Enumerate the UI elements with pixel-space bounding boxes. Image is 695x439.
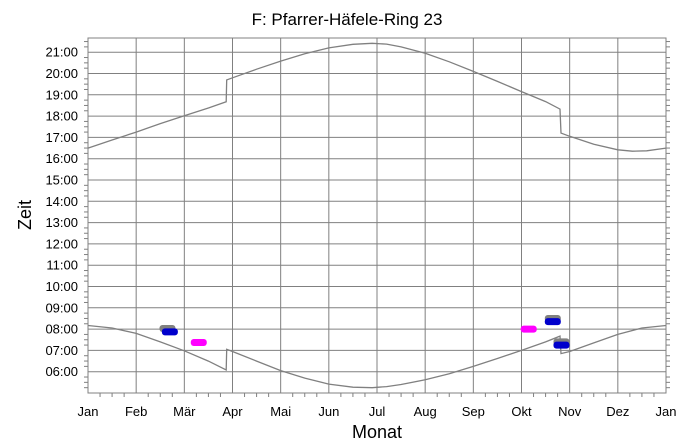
y-tick-label: 10:00 <box>45 279 78 294</box>
data-marker <box>190 339 207 347</box>
x-tick-label: Jul <box>369 404 386 419</box>
series-line-lower <box>87 324 667 389</box>
data-marker <box>553 341 570 349</box>
y-tick-label: 13:00 <box>45 215 78 230</box>
x-tick-label: Nov <box>558 404 582 419</box>
series-group <box>87 42 667 389</box>
data-marker <box>544 318 561 326</box>
x-tick-label: Jan <box>78 404 99 419</box>
x-tick-label: Feb <box>125 404 147 419</box>
x-tick-label: Mär <box>173 404 196 419</box>
chart-title: F: Pfarrer-Häfele-Ring 23 <box>252 10 443 29</box>
y-tick-label: 21:00 <box>45 45 78 60</box>
y-tick-label: 18:00 <box>45 109 78 124</box>
data-marker <box>161 328 178 336</box>
y-tick-label: 17:00 <box>45 130 78 145</box>
x-tick-label: Mai <box>270 404 291 419</box>
x-tick-label: Sep <box>462 404 485 419</box>
x-tick-label: Okt <box>511 404 532 419</box>
y-tick-label: 08:00 <box>45 322 78 337</box>
y-tick-label: 15:00 <box>45 173 78 188</box>
y-tick-label: 06:00 <box>45 364 78 379</box>
grid <box>87 38 667 393</box>
y-tick-label: 14:00 <box>45 194 78 209</box>
x-tick-labels: Jan Feb Mär Apr Mai Jun Jul Aug Sep Okt Nov Dez Jan <box>78 404 677 419</box>
x-tick-label: Jan <box>656 404 677 419</box>
x-tick-label: Jun <box>318 404 339 419</box>
x-tick-label: Apr <box>222 404 243 419</box>
y-tick-label: 16:00 <box>45 151 78 166</box>
plot-border <box>87 37 667 394</box>
series-line-upper <box>87 42 667 152</box>
y-tick-label: 07:00 <box>45 343 78 358</box>
y-tick-label: 11:00 <box>46 258 78 273</box>
markers-group <box>159 314 570 349</box>
y-axis-label: Zeit <box>15 200 35 230</box>
x-tick-label: Dez <box>606 404 629 419</box>
y-tick-label: 19:00 <box>45 87 78 102</box>
plot-frame <box>84 37 670 397</box>
y-tick-label: 20:00 <box>45 66 78 81</box>
x-axis-label: Monat <box>352 422 402 439</box>
y-tick-label: 12:00 <box>45 236 78 251</box>
y-tick-label: 09:00 <box>45 300 78 315</box>
data-marker <box>520 325 537 333</box>
x-tick-label: Aug <box>414 404 437 419</box>
y-tick-labels: 06:00 07:00 08:00 09:00 10:00 11:00 12:00 13:00… <box>45 45 78 380</box>
